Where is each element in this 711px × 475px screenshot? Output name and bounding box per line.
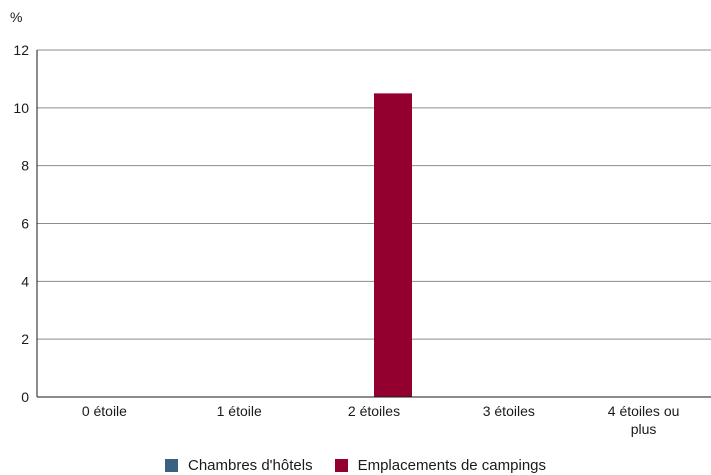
y-axis-unit: % bbox=[10, 9, 22, 25]
legend-item-camping-pitches: Emplacements de campings bbox=[334, 456, 547, 474]
legend-swatch-hotel-rooms bbox=[164, 458, 178, 472]
legend: Chambres d'hôtels Emplacements de campin… bbox=[0, 455, 711, 475]
legend-label-camping-pitches: Emplacements de campings bbox=[357, 456, 547, 474]
x-tick-label: 0 étoile bbox=[82, 403, 127, 419]
x-tick-label: 3 étoiles bbox=[483, 403, 535, 419]
bar bbox=[374, 93, 412, 397]
x-tick-label: 4 étoiles ou plus bbox=[608, 403, 680, 437]
x-axis-labels: 0 étoile 1 étoile 2 étoiles 3 étoiles 4 étoi… bbox=[82, 403, 680, 437]
x-tick-label: 1 étoile bbox=[217, 403, 262, 419]
y-tick-label: 8 bbox=[21, 158, 29, 174]
y-tick-label: 10 bbox=[13, 100, 29, 116]
legend-swatch-camping-pitches bbox=[334, 458, 348, 472]
legend-label-hotel-rooms: Chambres d'hôtels bbox=[187, 456, 313, 474]
y-tick-label: 4 bbox=[21, 273, 29, 289]
y-tick-label: 12 bbox=[13, 42, 29, 58]
y-axis-ticks: 0 2 4 6 8 10 12 bbox=[13, 42, 29, 405]
legend-item-hotel-rooms: Chambres d'hôtels bbox=[164, 456, 313, 474]
y-tick-label: 0 bbox=[21, 389, 29, 405]
bars bbox=[374, 93, 412, 397]
y-tick-label: 2 bbox=[21, 331, 29, 347]
y-tick-label: 6 bbox=[21, 216, 29, 232]
bar-chart: % 0 2 4 6 8 10 12 0 étoile 1 étoile 2 étoiles 3 é… bbox=[10, 9, 711, 437]
x-tick-label: 2 étoiles bbox=[348, 403, 400, 419]
